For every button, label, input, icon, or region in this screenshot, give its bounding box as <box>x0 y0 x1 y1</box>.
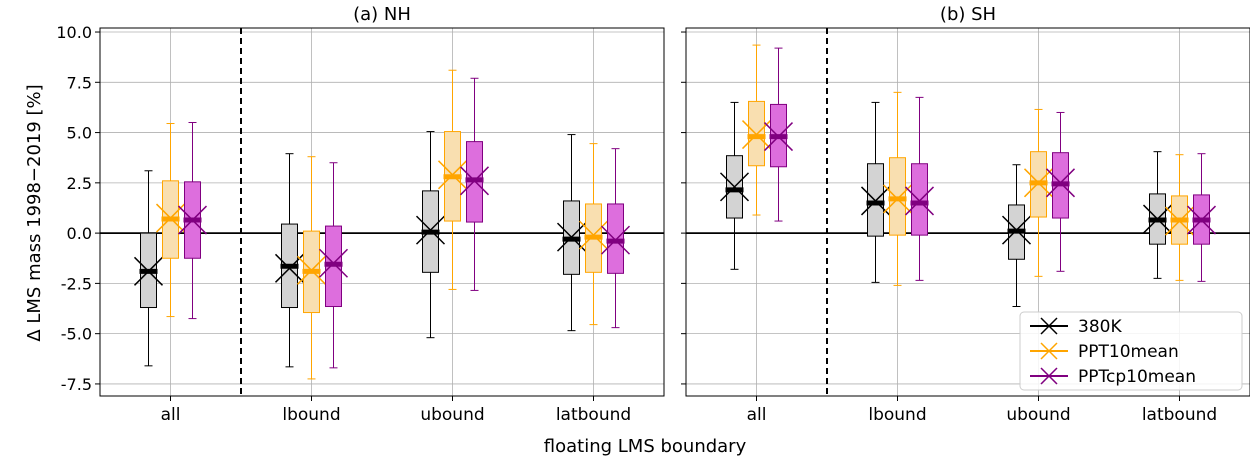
box-380K-latbound <box>1142 151 1173 279</box>
box-380K-all <box>133 170 164 367</box>
mean-marker <box>133 256 164 286</box>
mean-marker <box>459 166 490 196</box>
panel-0: -7.5 -5.0 -2.5 0.0 2.5 5.0 7.5 10.0 all lbound ubo… <box>56 4 665 425</box>
box-iqr <box>607 203 624 274</box>
box-PPT10mean-lbound <box>882 91 913 286</box>
box-PPT10mean-all <box>155 123 186 318</box>
panel-1: all lbound ubound latbound (b) SH <box>681 4 1250 425</box>
box-PPT10mean-lbound <box>296 156 327 380</box>
mean-marker <box>719 172 750 202</box>
panel-title: (b) SH <box>940 4 996 25</box>
box-PPTcp10mean-all <box>763 47 794 222</box>
x-tick-label: all <box>747 405 767 425</box>
box-PPT10mean-ubound <box>437 69 468 290</box>
x-tick-label: lbound <box>868 405 926 425</box>
mean-marker <box>437 160 468 190</box>
box-PPTcp10mean-lbound <box>904 96 935 281</box>
mean-marker <box>415 215 446 245</box>
x-tick-label: ubound <box>420 405 484 425</box>
legend-item: PPT10mean <box>1030 342 1179 362</box>
legend-label: 380K <box>1078 317 1122 337</box>
y-axis-label: Δ LMS mass 1998−2019 [%] <box>24 84 45 341</box>
box-PPT10mean-all <box>741 44 772 216</box>
legend-label: PPTcp10mean <box>1078 367 1196 387</box>
y-tick-label: -2.5 <box>61 274 92 293</box>
x-tick-label: lbound <box>282 405 340 425</box>
mean-marker <box>177 205 208 235</box>
mean-marker <box>556 222 587 252</box>
box-PPTcp10mean-ubound <box>1045 111 1076 272</box>
y-tick-label: 0.0 <box>67 224 92 243</box>
x-tick-label: latbound <box>1142 405 1217 425</box>
mean-marker <box>1023 168 1054 198</box>
x-tick-label: all <box>161 405 181 425</box>
mean-marker <box>318 248 349 278</box>
mean-marker <box>741 120 772 150</box>
legend-item: PPTcp10mean <box>1030 367 1196 387</box>
x-tick-label: latbound <box>556 405 631 425</box>
y-tick-label: 2.5 <box>67 174 92 193</box>
mean-marker <box>155 203 186 233</box>
box-iqr <box>911 163 928 236</box>
box-PPT10mean-ubound <box>1023 108 1054 277</box>
box-380K-ubound <box>415 131 446 339</box>
y-tick-label: 7.5 <box>67 73 92 92</box>
box-380K-all <box>719 101 750 270</box>
panel-title: (a) NH <box>353 4 411 25</box>
mean-marker <box>1142 204 1173 234</box>
box-PPT10mean-latbound <box>578 143 609 326</box>
mean-marker <box>296 255 327 285</box>
mean-marker <box>1045 168 1076 198</box>
legend: 380K PPT10mean PPTcp10mean <box>1019 311 1243 391</box>
box-PPTcp10mean-all <box>177 122 208 320</box>
box-PPTcp10mean-lbound <box>318 162 349 369</box>
mean-marker <box>578 220 609 250</box>
box-380K-lbound <box>860 101 891 283</box>
box-PPT10mean-latbound <box>1164 154 1195 281</box>
legend-marker <box>1040 342 1058 360</box>
box-380K-ubound <box>1001 164 1032 308</box>
box-PPTcp10mean-latbound <box>600 148 631 329</box>
x-axis-label: floating LMS boundary <box>544 436 747 457</box>
legend-box <box>1019 311 1243 391</box>
mean-marker <box>860 186 891 216</box>
box-PPTcp10mean-latbound <box>1186 153 1217 282</box>
box-iqr <box>889 157 906 236</box>
plot-frame <box>685 27 1250 397</box>
box-380K-latbound <box>556 134 587 332</box>
legend-item: 380K <box>1030 317 1122 337</box>
y-tick-label: -5.0 <box>61 325 92 344</box>
mean-marker <box>763 122 794 152</box>
x-tick-label: ubound <box>1006 405 1070 425</box>
mean-marker <box>1164 206 1195 236</box>
legend-marker <box>1040 317 1058 335</box>
mean-marker <box>904 186 935 216</box>
y-tick-label: 10.0 <box>56 23 92 42</box>
mean-marker <box>1001 215 1032 245</box>
legend-label: PPT10mean <box>1078 342 1179 362</box>
legend-marker <box>1040 367 1058 385</box>
plot-frame <box>99 27 665 397</box>
mean-marker <box>274 253 305 283</box>
box-380K-lbound <box>274 153 305 368</box>
mean-marker <box>882 184 913 214</box>
y-tick-label: -7.5 <box>61 375 92 394</box>
box-PPTcp10mean-ubound <box>459 77 490 291</box>
y-tick-label: 5.0 <box>67 124 92 143</box>
mean-marker <box>1186 205 1217 235</box>
mean-marker <box>600 225 631 255</box>
